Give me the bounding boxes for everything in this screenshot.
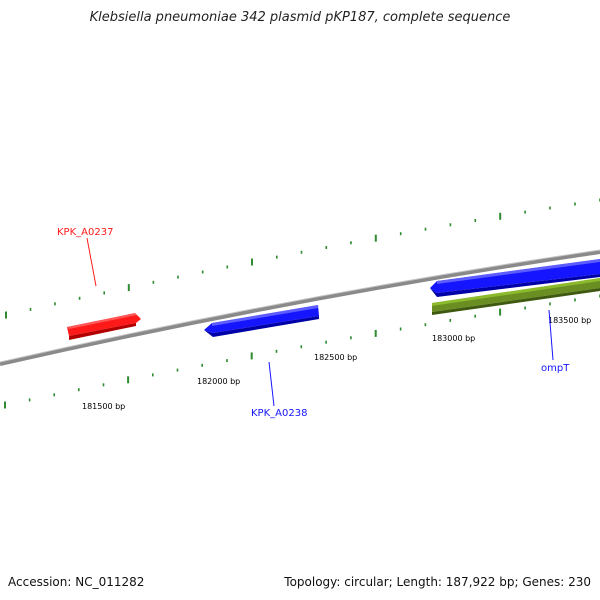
tick-label-181500: 181500 bp: [82, 402, 125, 411]
tick-label-183000: 183000 bp: [432, 334, 475, 343]
sequence-summary-text: Topology: circular; Length: 187,922 bp; …: [284, 575, 591, 589]
tick-label-182500: 182500 bp: [314, 353, 357, 362]
accession-text: Accession: NC_011282: [8, 575, 145, 589]
label-leader-ompt: [548, 309, 554, 361]
forward-tick-ruler: [5, 198, 600, 319]
gene-ompt[interactable]: [432, 278, 600, 315]
gene-label-kpk-a0237[interactable]: KPK_A0237: [57, 227, 113, 238]
map-title: Klebsiella pneumoniae 342 plasmid pKP187…: [89, 10, 511, 25]
gene-kpk-a0238[interactable]: [204, 305, 319, 337]
tick-label-182000: 182000 bp: [197, 377, 240, 386]
plasmid-backbone-highlight: [0, 249, 600, 363]
gene-label-ompt[interactable]: ompT: [541, 363, 570, 374]
tick-label-183500: 183500 bp: [548, 316, 591, 325]
label-leader-kpk-a0237: [86, 237, 97, 287]
gene-kpk-a0237[interactable]: [67, 313, 141, 340]
reverse-tick-ruler: [4, 294, 600, 409]
gene-label-kpk-a0238[interactable]: KPK_A0238: [251, 408, 307, 419]
label-leader-kpk-a0238: [268, 361, 275, 407]
plasmid-backbone: [0, 250, 600, 366]
gene-unlabeled-blue[interactable]: [430, 259, 600, 297]
